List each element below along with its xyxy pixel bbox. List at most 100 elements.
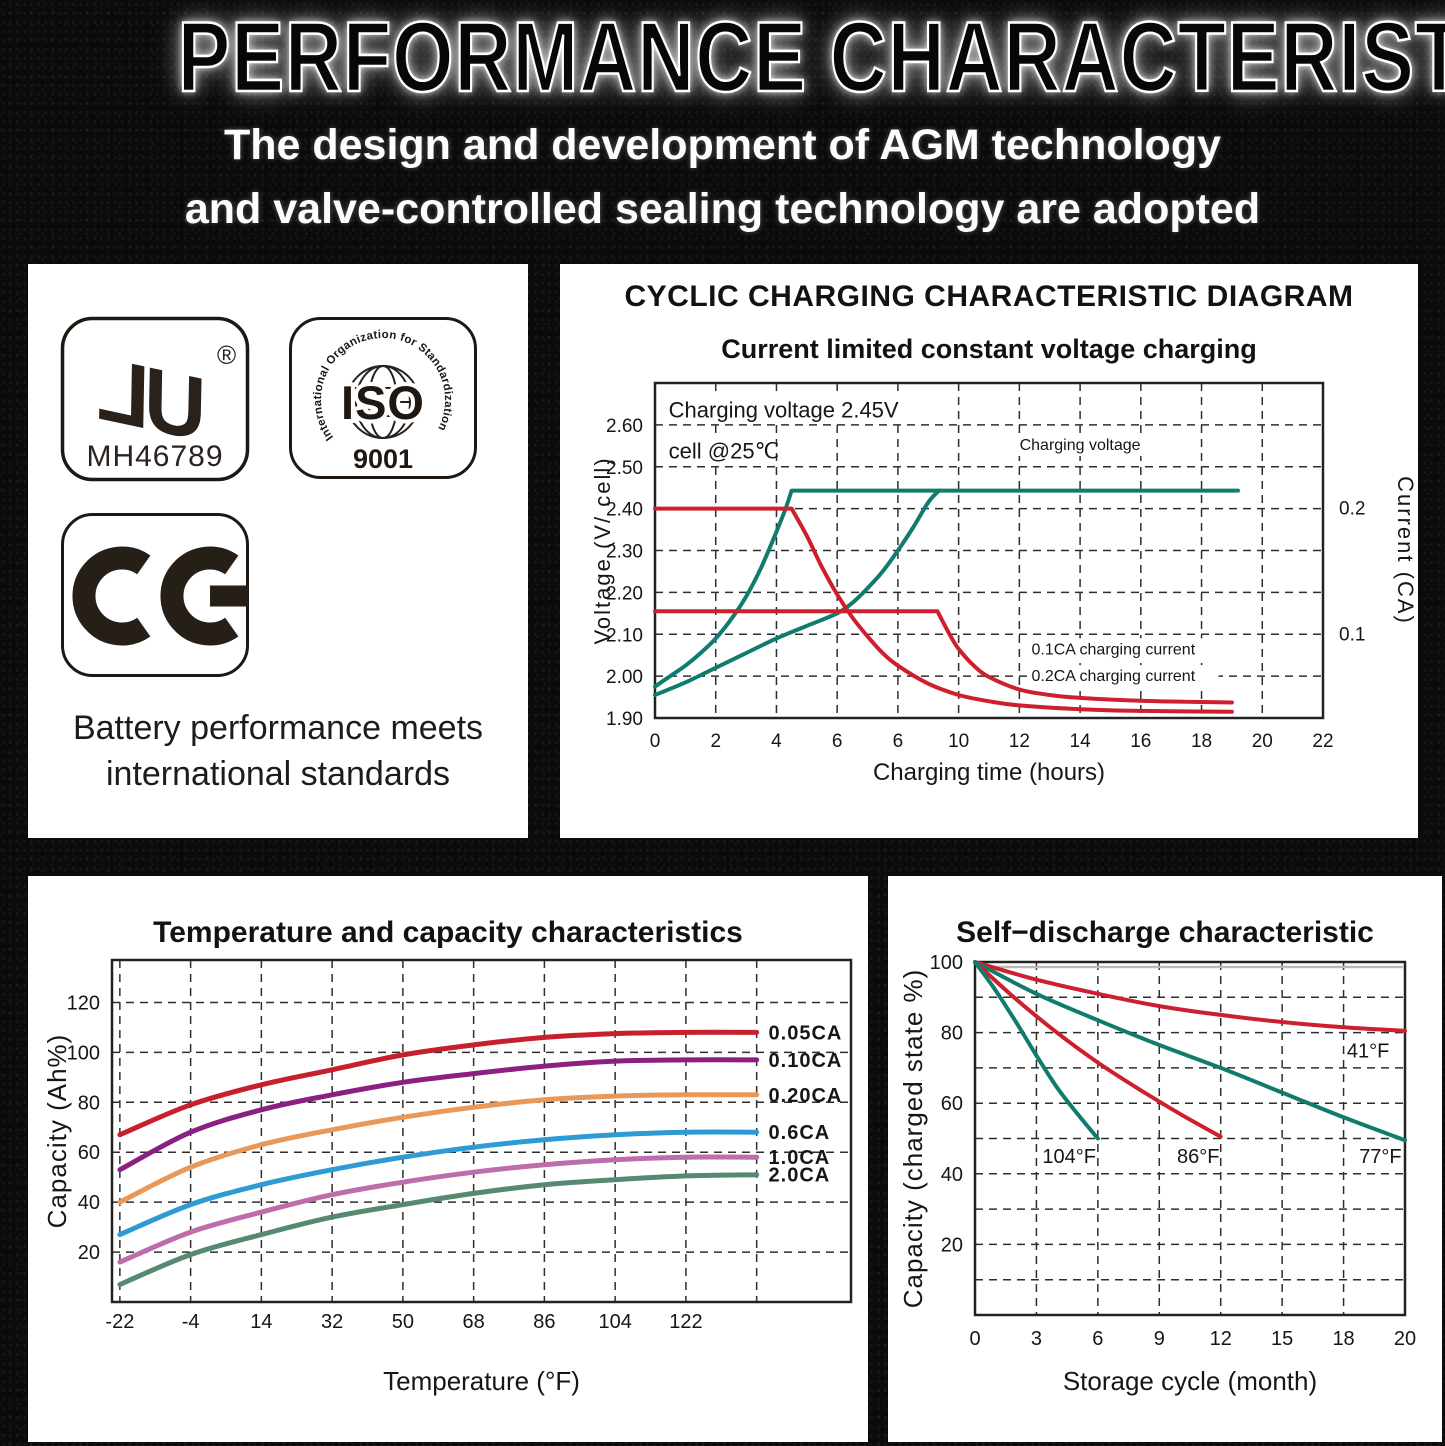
- svg-text:12: 12: [1210, 1328, 1232, 1350]
- svg-text:9: 9: [1154, 1328, 1165, 1350]
- curve-label-2.0ca: 2.0CA: [769, 1165, 831, 1187]
- svg-text:18: 18: [1332, 1328, 1354, 1350]
- page-subtitle: The design and development of AGM techno…: [0, 113, 1445, 242]
- iso-logo-frame: [289, 317, 477, 479]
- svg-text:100: 100: [67, 1042, 100, 1064]
- cyclic-y2label: Current (CA): [1393, 476, 1418, 625]
- svg-text:18: 18: [1191, 731, 1212, 752]
- svg-text:16: 16: [1130, 731, 1151, 752]
- series-0.2ca-charging-current: [653, 506, 1234, 714]
- page-title: PERFORMANCE CHARACTERISTICS: [177, 1, 1445, 112]
- globe-icon: [346, 365, 420, 439]
- svg-text:2.00: 2.00: [606, 667, 643, 688]
- svg-text:-22: -22: [105, 1311, 134, 1333]
- annotation: Charging voltage 2.45V: [669, 397, 899, 422]
- svg-text:120: 120: [67, 992, 100, 1014]
- svg-text:20: 20: [1252, 731, 1273, 752]
- svg-text:14: 14: [1070, 731, 1092, 752]
- svg-text:6: 6: [1092, 1328, 1103, 1350]
- series-0.20ca: [117, 1092, 760, 1205]
- series-0.1ca-charging-current: [653, 609, 1234, 705]
- self-discharge-chart-title: Self−discharge characteristic: [956, 916, 1374, 949]
- svg-text:2.60: 2.60: [606, 416, 643, 437]
- cyclic-annotations: Charging voltage 2.45V cell @25℃ Charging …: [664, 395, 1219, 688]
- temperature-chart-title: Temperature and capacity characteristics: [153, 916, 743, 949]
- cyclic-ylabel: Voltage (V/ cell): [590, 456, 615, 644]
- annotation: Charging voltage: [1020, 437, 1141, 454]
- temperature-capacity-panel: Temperature and capacity characteristics…: [28, 876, 868, 1442]
- svg-text:15: 15: [1271, 1328, 1293, 1350]
- temp-xlabel: Temperature (°F): [383, 1366, 580, 1396]
- series-0.10ca: [117, 1057, 760, 1173]
- svg-text:10: 10: [948, 731, 969, 752]
- annotation: 0.1CA charging current: [1032, 641, 1196, 658]
- svg-text:68: 68: [463, 1311, 485, 1333]
- self-series-labels: 41°F 77°F 86°F 104°F: [1042, 1040, 1401, 1168]
- svg-text:0.2: 0.2: [1339, 499, 1365, 520]
- cyclic-charging-chart: Charging voltage 2.45V cell @25℃ Charging …: [590, 381, 1418, 786]
- svg-text:2.40: 2.40: [606, 500, 643, 521]
- svg-text:60: 60: [78, 1142, 100, 1164]
- ce-mark-logo: [61, 513, 249, 677]
- ul-file-number: MH46789: [86, 440, 223, 473]
- self-xlabel: Storage cycle (month): [1063, 1366, 1317, 1396]
- self-discharge-panel: Self−discharge characteristic 41°F 77°F 86…: [888, 876, 1442, 1442]
- svg-text:20: 20: [78, 1242, 100, 1264]
- series-41°f: [973, 960, 1407, 1033]
- svg-text:100: 100: [930, 952, 963, 974]
- svg-text:60: 60: [941, 1093, 963, 1115]
- annotation: 0.2CA charging current: [1032, 668, 1196, 685]
- series-1.0ca: [117, 1154, 760, 1265]
- caption-line-2: international standards: [105, 754, 450, 793]
- cyclic-xlabel: Charging time (hours): [873, 759, 1105, 786]
- svg-text:122: 122: [669, 1311, 702, 1333]
- series-2.0ca: [117, 1172, 760, 1287]
- svg-text:-4: -4: [182, 1311, 200, 1333]
- series-86°f: [973, 960, 1223, 1139]
- curve-label-0.20ca: 0.20CA: [769, 1085, 843, 1107]
- svg-text:4: 4: [771, 731, 782, 752]
- svg-text:12: 12: [1009, 731, 1030, 752]
- svg-text:22: 22: [1312, 731, 1333, 752]
- svg-text:14: 14: [250, 1311, 272, 1333]
- curve-label-0.05ca: 0.05CA: [769, 1022, 843, 1044]
- temp-ylabel: Capacity (Ah%): [42, 1034, 72, 1229]
- series-charging-voltage-0.2ca-charge-: [653, 488, 1240, 689]
- svg-text:2.20: 2.20: [606, 583, 643, 604]
- temp-gridlines: [112, 960, 851, 1302]
- svg-text:50: 50: [392, 1311, 414, 1333]
- self-gridlines: [975, 962, 1405, 1315]
- cyclic-chart-heading: CYCLIC CHARGING CHARACTERISTIC DIAGRAM: [624, 280, 1354, 313]
- svg-text:6: 6: [832, 731, 843, 752]
- temp-tick-labels: -22 -4 14 32 50 68 86 104 122 20 40 60 80 100 120: [67, 992, 703, 1333]
- iso-letters: ISO: [341, 376, 425, 429]
- svg-text:20: 20: [1394, 1328, 1416, 1350]
- caption-line-1: Battery performance meets: [72, 709, 484, 747]
- svg-text:40: 40: [941, 1164, 963, 1186]
- svg-text:2.50: 2.50: [606, 458, 643, 479]
- series-104°f: [973, 960, 1100, 1141]
- series-0.6ca: [117, 1129, 760, 1238]
- series-77°f: [973, 960, 1407, 1143]
- ul-logo-frame: [60, 316, 250, 482]
- svg-text:86: 86: [533, 1311, 555, 1333]
- ce-letters: [72, 546, 248, 646]
- annotation: cell @25℃: [669, 438, 780, 463]
- svg-text:104: 104: [598, 1311, 631, 1333]
- svg-text:2: 2: [710, 731, 721, 752]
- svg-text:0.1: 0.1: [1339, 624, 1365, 645]
- svg-text:20: 20: [941, 1234, 963, 1256]
- curve-label-41°f: 41°F: [1347, 1040, 1389, 1062]
- certifications-panel: UL ® MH46789 International Organization …: [28, 264, 528, 838]
- svg-text:0: 0: [650, 731, 661, 752]
- curve-label-1.0ca: 1.0CA: [769, 1147, 831, 1169]
- curve-label-86°f: 86°F: [1177, 1146, 1219, 1168]
- svg-text:3: 3: [1031, 1328, 1042, 1350]
- subtitle-line-1: The design and development of AGM techno…: [223, 120, 1222, 169]
- svg-text:32: 32: [321, 1311, 343, 1333]
- curve-label-77°f: 77°F: [1359, 1146, 1401, 1168]
- iso-9001-logo: International Organization for Standardi…: [289, 317, 477, 479]
- svg-text:6: 6: [893, 731, 904, 752]
